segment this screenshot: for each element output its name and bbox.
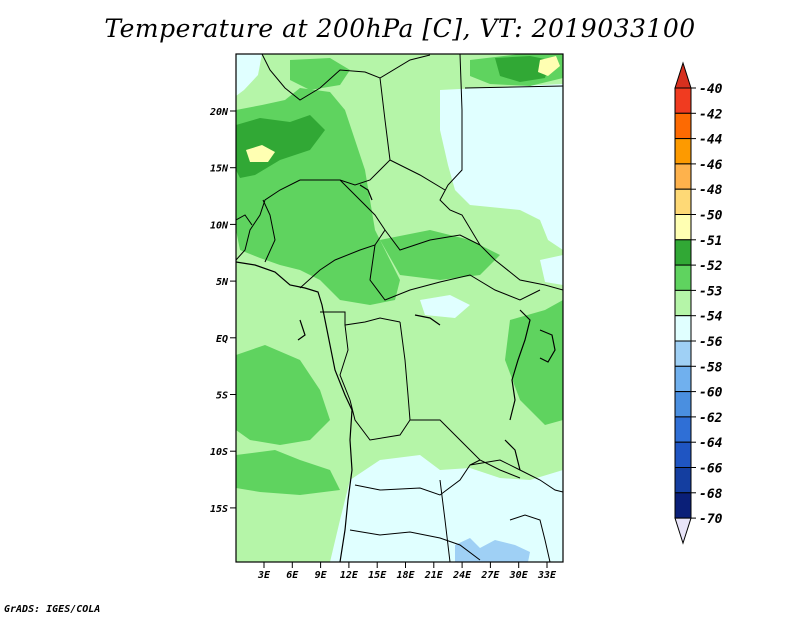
colorbar-label: -53 [699, 284, 723, 299]
cold-region-northwest [236, 54, 262, 96]
colorbar-label: -60 [699, 386, 723, 401]
lat-label: 10N [210, 220, 229, 231]
colorbar-label: -66 [699, 462, 723, 477]
colorbar-label: -70 [699, 512, 723, 527]
colorbar-label: -64 [699, 436, 723, 451]
colorbar-swatch [674, 138, 692, 165]
map-frame [235, 53, 564, 563]
lon-label: 33E [537, 570, 557, 581]
cold-patch-east [540, 255, 563, 285]
lat-label: 20N [209, 107, 229, 118]
warmest-patch-ne [538, 56, 560, 76]
longitude-axis: 3E 6E 9E 12E 15E 18E 21E 24E 27E 30E 33E [257, 562, 557, 581]
warm-region-north [290, 58, 350, 90]
warmer-core-west [236, 115, 325, 178]
warm-region-atlantic [236, 345, 330, 445]
colorbar-swatch [674, 467, 692, 494]
colorbar-label: -42 [699, 107, 723, 122]
coldest-patch [455, 538, 530, 562]
lon-label: 6E [286, 570, 299, 581]
cold-patch-congo [420, 295, 470, 318]
colorbar-label: -40 [699, 82, 723, 97]
cold-region-northeast [440, 84, 563, 250]
colorbar-swatch [674, 315, 692, 342]
lat-label: 15S [210, 504, 228, 515]
colorbar-top-arrow [674, 61, 692, 89]
lon-label: 12E [340, 570, 359, 581]
lat-label: 10S [210, 447, 228, 458]
colorbar-label: -51 [699, 234, 722, 249]
map-title: Temperature at 200hPa [C], VT: 201903310… [104, 14, 696, 43]
warm-region-southwest [236, 450, 340, 495]
colorbar-swatch [674, 264, 692, 291]
colorbar-label: -50 [699, 209, 723, 224]
coastline [236, 184, 556, 562]
colorbar-swatch [674, 416, 692, 443]
warmer-core-ne [495, 56, 550, 82]
lon-label: 30E [509, 570, 529, 581]
grads-credit: GrADS: IGES/COLA [4, 604, 101, 615]
colorbar-swatch [674, 289, 692, 317]
colorbar-swatch [674, 365, 692, 393]
colorbar-label: -58 [699, 360, 723, 375]
temperature-field [236, 54, 563, 562]
colorbar-label: -54 [699, 310, 723, 325]
lon-label: 3E [257, 570, 271, 581]
lat-label: 15N [210, 164, 229, 175]
colorbar-label: -68 [699, 487, 723, 502]
colorbar-swatch [674, 112, 692, 140]
colorbar-swatch [674, 214, 692, 241]
lat-label: 5S [216, 391, 228, 402]
colorbar-label: -62 [699, 411, 723, 426]
colorbar-swatch [674, 441, 692, 469]
colorbar-label: -46 [699, 158, 723, 173]
colorbar-swatch [674, 188, 692, 215]
lat-label: 5N [216, 277, 229, 288]
colorbar: -40 -42 -44 -46 -48 -50 -51 -52 -53 -54 -56 -58 -60 -… [674, 61, 723, 545]
lon-label: 27E [480, 570, 500, 581]
colorbar-swatch [674, 87, 692, 114]
colorbar-label: -44 [699, 133, 723, 148]
lon-label: 24E [452, 570, 472, 581]
cold-region-south [330, 455, 563, 562]
colorbar-swatch [674, 391, 692, 418]
colorbar-label: -48 [699, 183, 723, 198]
colorbar-swatch [674, 163, 692, 190]
colorbar-swatch [674, 340, 692, 367]
colorbar-label: -52 [699, 259, 723, 274]
colorbar-swatch [674, 492, 692, 519]
warm-region-east [505, 300, 563, 425]
latitude-axis: 20N 15N 10N 5N EQ 5S 10S 15S [209, 107, 236, 515]
lon-label: 21E [424, 570, 444, 581]
warm-region-central [380, 230, 500, 280]
colorbar-bottom-arrow [674, 517, 692, 545]
country-borders [236, 54, 563, 562]
lon-label: 9E [315, 570, 328, 581]
colorbar-swatch [674, 239, 692, 266]
lon-label: 15E [368, 570, 387, 581]
warmest-patch-west [246, 145, 275, 162]
colorbar-label: -56 [699, 335, 723, 350]
lat-label: EQ [216, 334, 228, 345]
lon-label: 18E [396, 570, 415, 581]
